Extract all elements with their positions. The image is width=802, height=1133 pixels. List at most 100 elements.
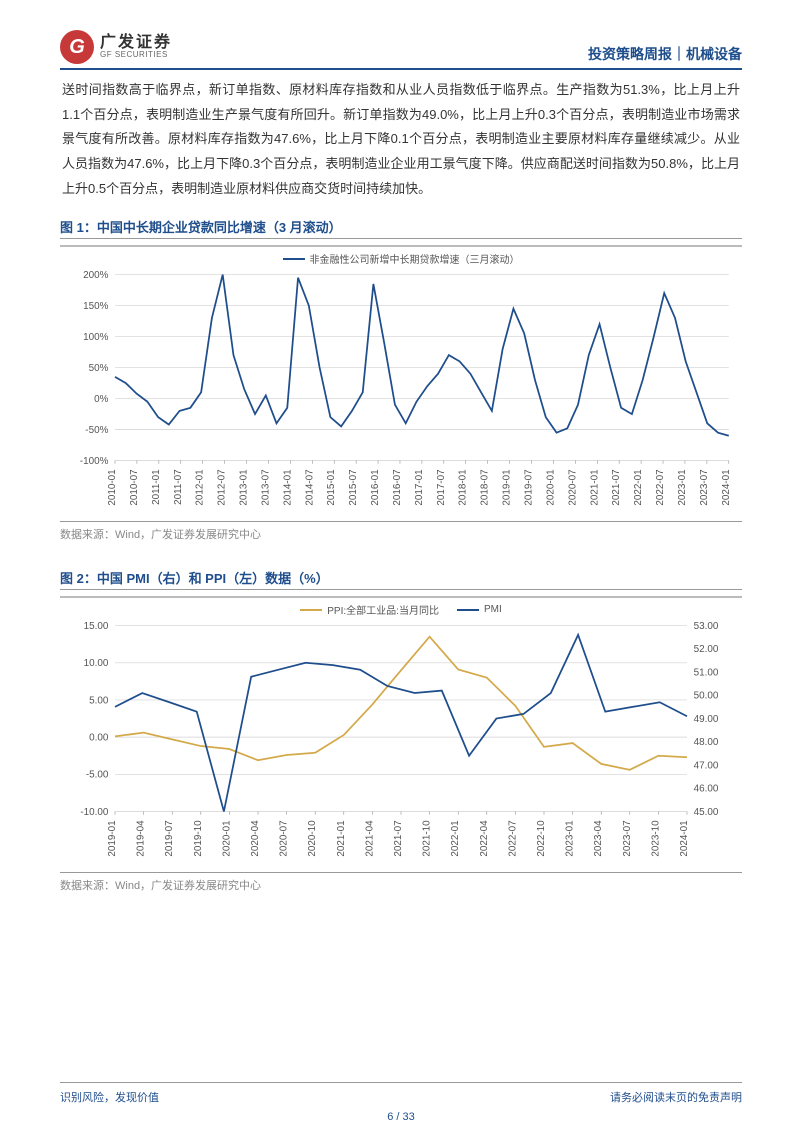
svg-text:2012-01: 2012-01 (195, 469, 206, 506)
logo-cn: 广发证券 (100, 35, 172, 51)
svg-text:-100%: -100% (80, 456, 109, 467)
svg-text:50%: 50% (89, 363, 109, 374)
chart2-legend-pmi: PMI (457, 602, 502, 617)
svg-text:2017-07: 2017-07 (436, 470, 447, 506)
svg-text:53.00: 53.00 (694, 621, 719, 632)
svg-text:5.00: 5.00 (89, 696, 109, 707)
svg-text:2021-04: 2021-04 (364, 820, 375, 857)
svg-text:2023-10: 2023-10 (650, 820, 661, 857)
chart1-legend-item: 非金融性公司新增中长期贷款增速（三月滚动） (283, 251, 520, 266)
svg-text:2014-01: 2014-01 (282, 469, 293, 506)
svg-text:15.00: 15.00 (84, 621, 109, 632)
svg-text:2023-07: 2023-07 (622, 821, 633, 857)
chart1-source: 数据来源：Wind，广发证券发展研究中心 (60, 521, 742, 542)
svg-text:2021-01: 2021-01 (336, 820, 347, 857)
chart2-legend-label-ppi: PPI:全部工业品:当月同比 (327, 602, 439, 617)
svg-text:2010-01: 2010-01 (107, 469, 118, 506)
svg-text:2019-07: 2019-07 (524, 470, 535, 506)
svg-text:-5.00: -5.00 (86, 770, 109, 781)
svg-text:2018-07: 2018-07 (480, 470, 491, 506)
chart2-svg: -10.00 -5.00 0.00 5.00 10.00 15.00 45.00 46.00 4… (60, 619, 742, 872)
svg-text:100%: 100% (83, 332, 109, 343)
svg-text:2023-04: 2023-04 (593, 820, 604, 857)
svg-text:2023-01: 2023-01 (677, 469, 688, 506)
chart1-legend-swatch (283, 258, 305, 260)
svg-text:2022-07: 2022-07 (655, 470, 666, 506)
logo-text: 广发证券 GF SECURITIES (100, 35, 172, 59)
footer-left: 识别风险，发现价值 (60, 1089, 159, 1105)
svg-text:2011-07: 2011-07 (173, 470, 184, 506)
svg-text:2020-01: 2020-01 (545, 469, 556, 506)
svg-text:2023-01: 2023-01 (565, 820, 576, 857)
svg-text:2017-01: 2017-01 (414, 469, 425, 506)
svg-text:51.00: 51.00 (694, 668, 719, 679)
chart2-container: PPI:全部工业品:当月同比 PMI -10.00 -5.00 0.00 5.00 10… (60, 596, 742, 872)
svg-text:2022-04: 2022-04 (479, 820, 490, 857)
page-sep: / (393, 1111, 402, 1123)
svg-text:0%: 0% (94, 394, 109, 405)
svg-text:45.00: 45.00 (694, 807, 719, 818)
svg-text:46.00: 46.00 (694, 784, 719, 795)
page-total: 33 (403, 1111, 415, 1123)
svg-text:150%: 150% (83, 301, 109, 312)
svg-text:2021-10: 2021-10 (422, 820, 433, 857)
chart1-container: 非金融性公司新增中长期贷款增速（三月滚动） -100% -50% 0% 50% 100%… (60, 245, 742, 521)
svg-text:2021-01: 2021-01 (589, 469, 600, 506)
svg-text:2019-07: 2019-07 (164, 821, 175, 857)
svg-text:2022-01: 2022-01 (450, 820, 461, 857)
chart1-title: 图 1：中国中长期企业贷款同比增速（3 月滚动） (60, 211, 742, 239)
svg-text:0.00: 0.00 (89, 733, 109, 744)
svg-text:2024-01: 2024-01 (721, 469, 732, 506)
svg-text:2013-01: 2013-01 (239, 469, 250, 506)
chart2-legend-ppi: PPI:全部工业品:当月同比 (300, 602, 439, 617)
svg-text:47.00: 47.00 (694, 761, 719, 772)
page-header: G 广发证券 GF SECURITIES 投资策略周报｜机械设备 (60, 30, 742, 70)
svg-text:2020-07: 2020-07 (567, 470, 578, 506)
svg-text:52.00: 52.00 (694, 645, 719, 656)
svg-text:2020-10: 2020-10 (307, 820, 318, 857)
logo: G 广发证券 GF SECURITIES (60, 30, 172, 64)
svg-text:-10.00: -10.00 (80, 807, 109, 818)
svg-text:2011-01: 2011-01 (151, 469, 162, 505)
logo-en: GF SECURITIES (100, 51, 172, 59)
svg-text:2021-07: 2021-07 (393, 821, 404, 857)
footer: 识别风险，发现价值 请务必阅读末页的免责声明 (60, 1082, 742, 1105)
svg-text:2016-01: 2016-01 (370, 469, 381, 506)
svg-text:2015-07: 2015-07 (348, 470, 359, 506)
footer-right: 请务必阅读末页的免责声明 (610, 1089, 742, 1105)
logo-letter: G (69, 36, 85, 59)
svg-text:2014-07: 2014-07 (304, 470, 315, 506)
svg-text:10.00: 10.00 (84, 659, 109, 670)
chart2-title: 图 2：中国 PMI（右）和 PPI（左）数据（%） (60, 562, 742, 590)
svg-text:2019-01: 2019-01 (107, 820, 118, 857)
svg-text:2023-07: 2023-07 (699, 470, 710, 506)
body-paragraph: 送时间指数高于临界点，新订单指数、原材料库存指数和从业人员指数低于临界点。生产指… (60, 78, 742, 211)
svg-text:2018-01: 2018-01 (458, 469, 469, 506)
logo-icon: G (60, 30, 94, 64)
svg-text:2013-07: 2013-07 (260, 470, 271, 506)
chart1-legend: 非金融性公司新增中长期贷款增速（三月滚动） (60, 251, 742, 266)
svg-text:2020-04: 2020-04 (250, 820, 261, 857)
svg-text:2020-01: 2020-01 (221, 820, 232, 857)
page-number: 6 / 33 (0, 1111, 802, 1123)
svg-text:2019-10: 2019-10 (193, 820, 204, 857)
svg-text:2010-07: 2010-07 (129, 470, 140, 506)
chart2-legend-swatch-ppi (300, 609, 322, 611)
chart2-legend-label-pmi: PMI (484, 604, 502, 615)
svg-text:2016-07: 2016-07 (392, 470, 403, 506)
chart2-legend-swatch-pmi (457, 609, 479, 611)
svg-text:2020-07: 2020-07 (279, 821, 290, 857)
header-category: 投资策略周报｜机械设备 (588, 44, 742, 64)
svg-text:2019-04: 2019-04 (136, 820, 147, 857)
chart1-svg: -100% -50% 0% 50% 100% 150% 200% 2010-01 2010-07… (60, 268, 742, 521)
svg-text:48.00: 48.00 (694, 738, 719, 749)
svg-text:2021-07: 2021-07 (611, 470, 622, 506)
chart1-legend-label: 非金融性公司新增中长期贷款增速（三月滚动） (310, 251, 520, 266)
svg-text:200%: 200% (83, 270, 109, 281)
chart2-legend: PPI:全部工业品:当月同比 PMI (60, 602, 742, 617)
svg-text:2022-10: 2022-10 (536, 820, 547, 857)
svg-text:2022-07: 2022-07 (507, 821, 518, 857)
svg-text:-50%: -50% (85, 425, 108, 436)
chart2-source: 数据来源：Wind，广发证券发展研究中心 (60, 872, 742, 893)
svg-text:2015-01: 2015-01 (326, 469, 337, 506)
